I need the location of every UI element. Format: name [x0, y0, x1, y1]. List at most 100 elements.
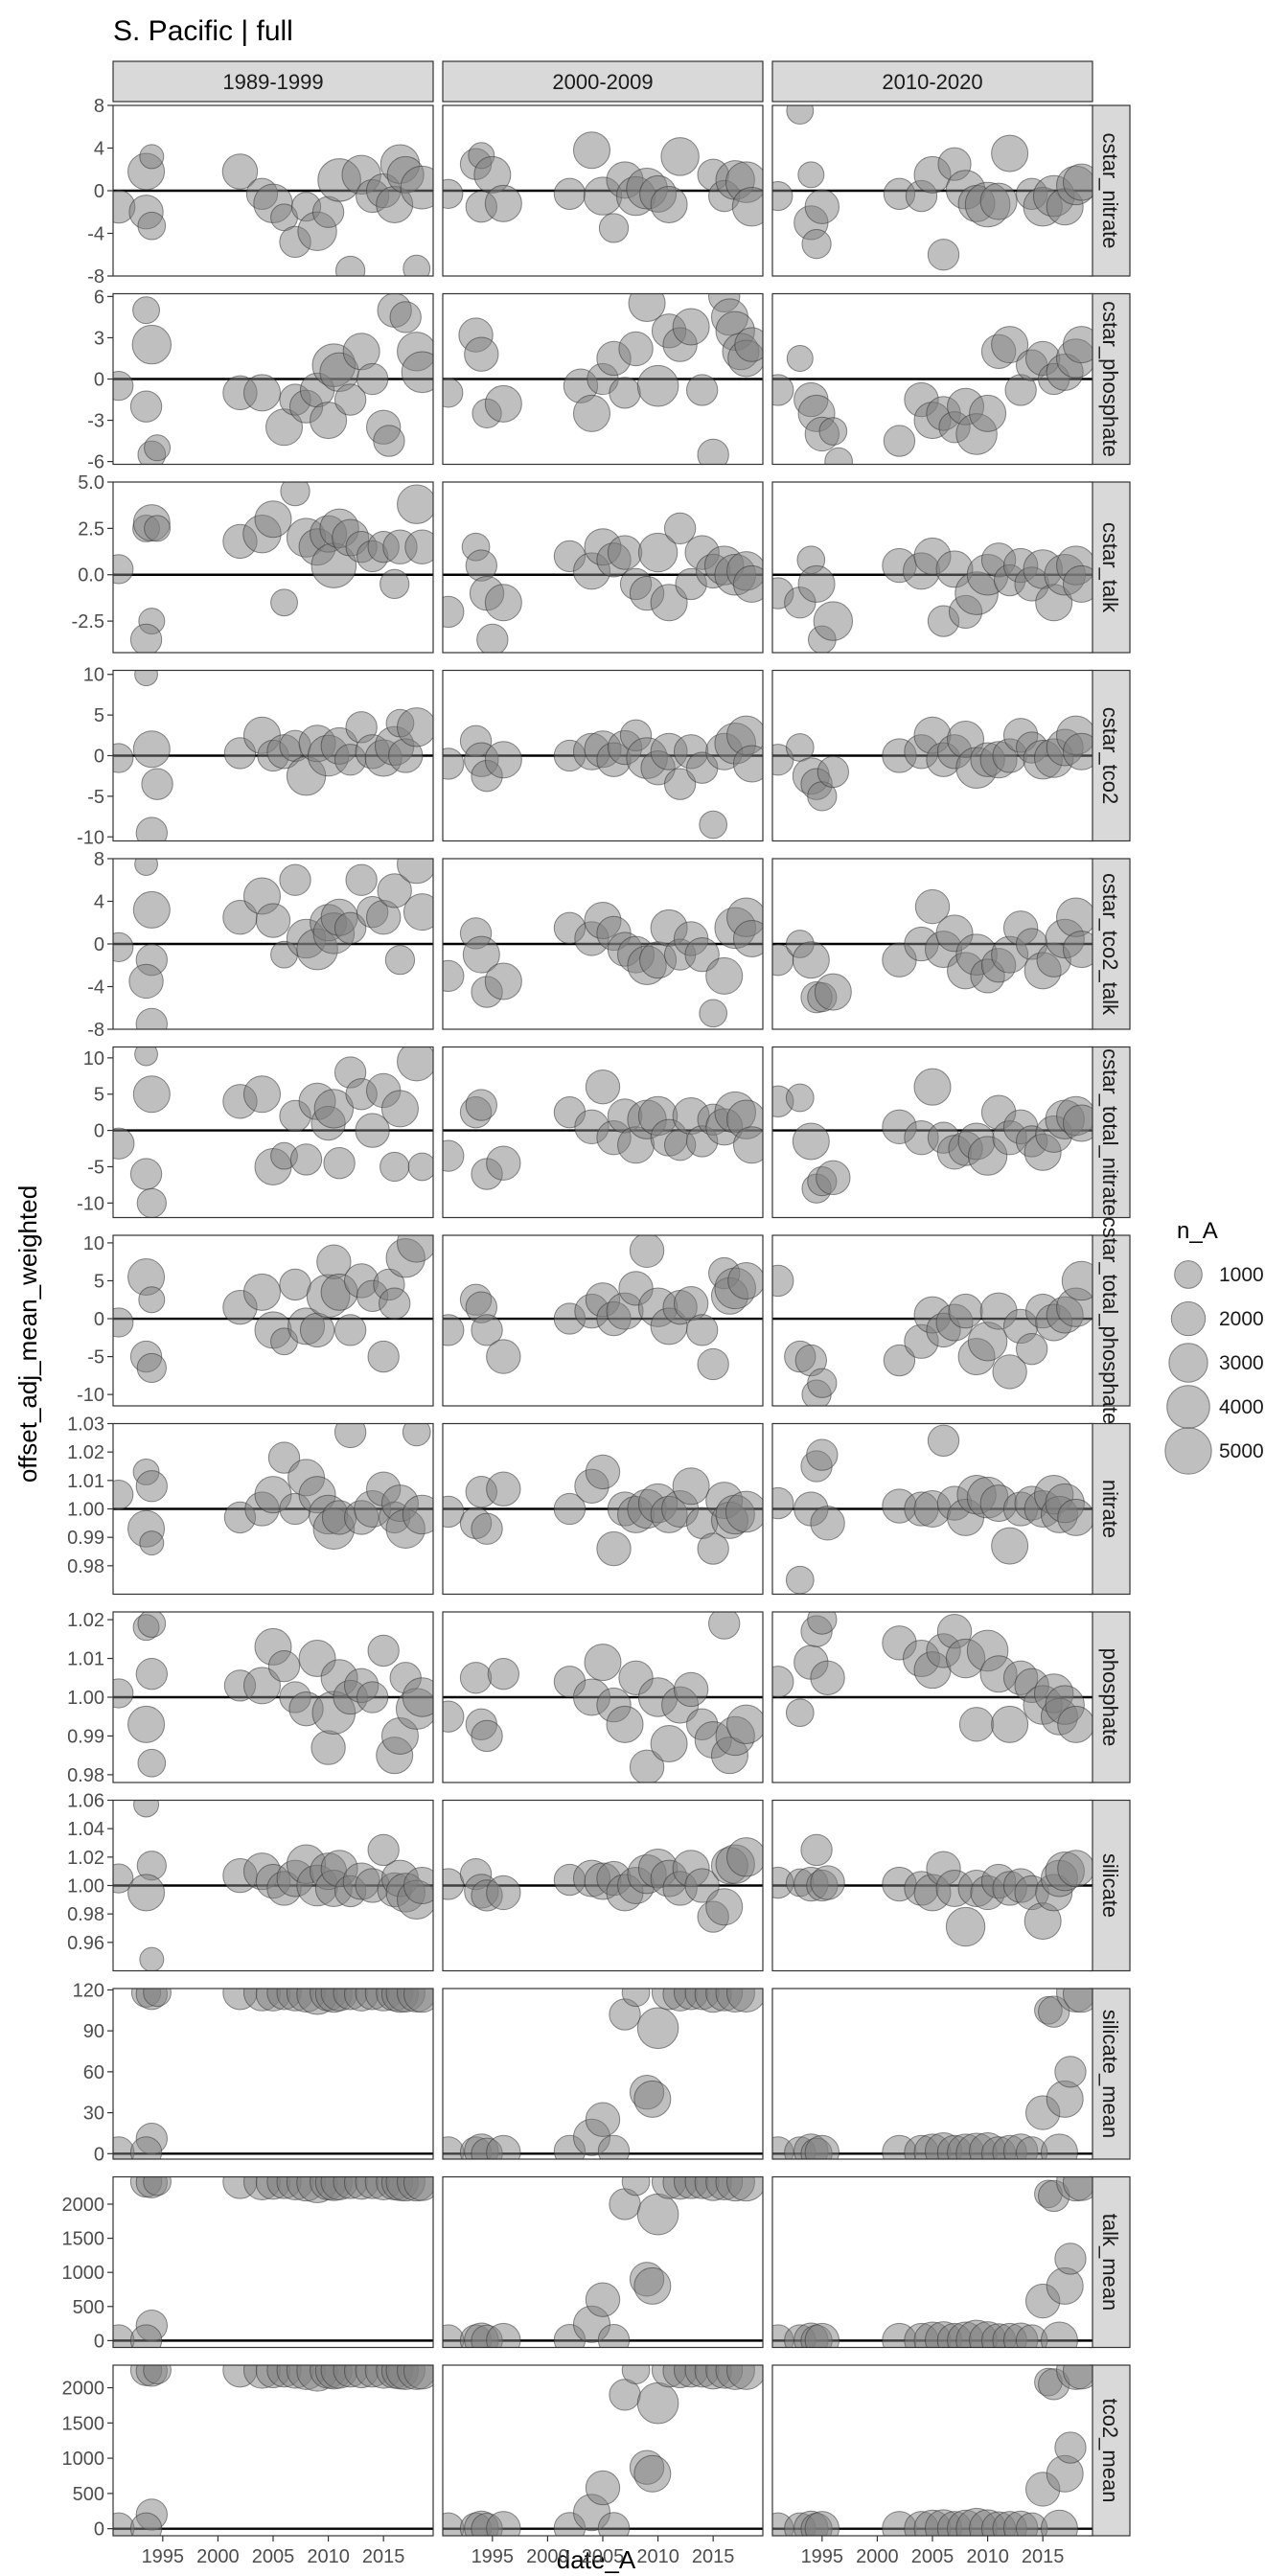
data-point: [1057, 1850, 1092, 1888]
data-point: [726, 2365, 763, 2390]
y-tick-label: 8: [94, 849, 104, 870]
data-point: [471, 1314, 503, 1346]
data-point: [484, 962, 522, 1000]
data-point: [699, 810, 728, 840]
panel-border: [771, 1988, 1093, 2160]
data-point: [991, 1705, 1029, 1743]
point-group: [772, 1989, 1092, 2159]
y-tick-label: 60: [83, 2062, 104, 2083]
x-axis-label: date_A: [557, 2545, 636, 2574]
data-point: [267, 1649, 301, 1683]
y-tick-label: 0.98: [67, 1904, 104, 1925]
data-point: [813, 601, 854, 641]
legend-swatch: [1174, 1260, 1203, 1289]
point-group: [443, 2176, 763, 2348]
y-tick-label: 1.02: [67, 1848, 104, 1869]
data-point: [486, 1145, 521, 1181]
data-point: [785, 1698, 815, 1728]
data-point: [772, 1666, 794, 1698]
panel-background: [772, 2176, 1092, 2348]
y-axis-label: offset_adj_mean_weighted: [13, 1185, 42, 1483]
point-group: [443, 897, 763, 1028]
data-point: [553, 1492, 586, 1526]
data-point: [443, 1700, 465, 1733]
point-group: [772, 1424, 1092, 1595]
point-group: [113, 293, 433, 465]
data-point: [465, 549, 497, 582]
point-group: [443, 1612, 763, 1782]
x-tick-label: 2005: [911, 2546, 954, 2567]
data-point: [621, 2365, 651, 2384]
data-point: [141, 768, 173, 800]
data-point: [913, 1068, 952, 1106]
point-group: [113, 2176, 433, 2348]
data-point: [135, 816, 168, 841]
data-point: [138, 1286, 166, 1314]
data-point: [650, 185, 688, 223]
data-point: [991, 134, 1029, 172]
y-tick-label: 500: [73, 2484, 104, 2505]
data-point: [404, 529, 433, 564]
data-point: [585, 2102, 621, 2137]
data-point: [377, 873, 412, 908]
y-tick-label: -8: [87, 1020, 104, 1041]
data-point: [553, 177, 586, 211]
y-tick-label: 0: [94, 2144, 104, 2165]
data-point: [129, 1158, 163, 1190]
data-point: [242, 374, 281, 412]
data-point: [484, 741, 522, 779]
row-strip-label: talk_mean: [1098, 2214, 1122, 2312]
point-group: [772, 2365, 1092, 2536]
panel-grid: 1989-1999 2000-2009 2010-2020 cstar_nitrate…: [62, 60, 1131, 2567]
data-point: [129, 623, 163, 653]
x-tick-label: 1995: [142, 2546, 185, 2567]
data-point: [334, 1423, 367, 1449]
panel-border: [112, 1046, 434, 1219]
data-point: [113, 1480, 134, 1510]
data-point: [113, 1678, 134, 1709]
data-point: [137, 1748, 167, 1778]
data-point: [487, 1658, 520, 1690]
panel-border: [771, 481, 1093, 654]
data-point: [772, 180, 794, 212]
point-group: [443, 1069, 763, 1190]
data-point: [1040, 2133, 1078, 2159]
data-point: [807, 1368, 838, 1398]
data-point: [726, 1989, 763, 2012]
data-point: [629, 1235, 665, 1268]
y-tick-label: 0: [94, 2519, 104, 2541]
data-point: [397, 707, 433, 748]
data-point: [1062, 2176, 1092, 2201]
data-point: [356, 362, 389, 396]
row-strip-label: cstar_phosphate: [1098, 301, 1122, 457]
y-tick-label: 1.02: [67, 1442, 104, 1463]
point-group: [443, 1837, 763, 1933]
column-strip-label: 2000-2009: [552, 70, 653, 94]
data-point: [1054, 2431, 1087, 2464]
y-tick-label: 5.0: [78, 472, 104, 494]
data-point: [609, 377, 641, 409]
data-point: [732, 919, 763, 957]
data-point: [1057, 1498, 1092, 1536]
data-point: [443, 1314, 465, 1346]
data-point: [785, 1083, 815, 1113]
point-group: [113, 2365, 433, 2536]
data-point: [334, 911, 367, 944]
data-point: [1062, 2365, 1092, 2390]
data-point: [132, 1075, 171, 1114]
y-tick-label: 30: [83, 2104, 104, 2125]
data-point: [132, 296, 160, 325]
data-point: [486, 1874, 521, 1911]
row-strip: [1089, 1611, 1131, 1783]
point-group: [772, 326, 1092, 465]
y-tick-label: -10: [77, 1193, 104, 1214]
data-point: [402, 2176, 433, 2201]
data-point: [113, 1127, 135, 1160]
panel-background: [113, 1989, 433, 2159]
row-strip: [1089, 669, 1131, 842]
data-point: [810, 1506, 845, 1541]
data-point: [633, 2266, 672, 2305]
panel-background: [772, 2365, 1092, 2536]
data-point: [462, 935, 500, 974]
y-tick-label: 90: [83, 2021, 104, 2042]
